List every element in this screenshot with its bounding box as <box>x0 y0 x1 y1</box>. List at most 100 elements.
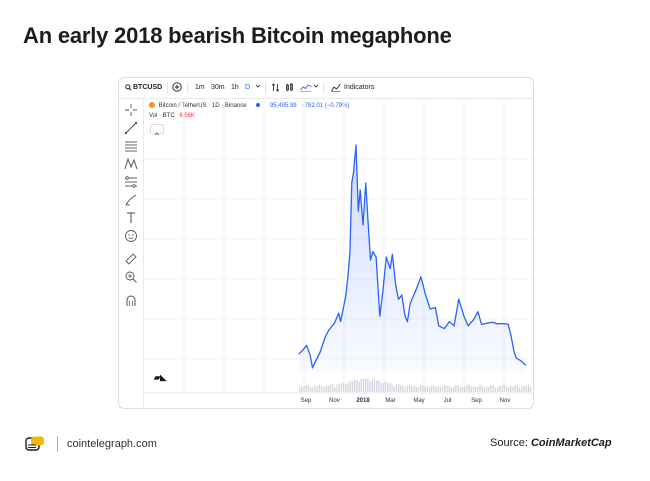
volume-bar <box>349 380 351 392</box>
data-point <box>513 350 515 352</box>
volume-value: 6.56K <box>179 113 196 119</box>
volume-bar <box>450 387 453 392</box>
magnet-icon[interactable] <box>124 294 138 308</box>
volume-bar <box>508 387 510 392</box>
volume-bar <box>358 381 360 392</box>
volume-bar <box>415 387 417 392</box>
legend-title-row: Bitcoin / TetherUS · 1D · Binance 95,495… <box>149 102 349 109</box>
volume-bar <box>514 384 516 392</box>
volume-bar <box>347 383 349 392</box>
data-point <box>355 144 357 146</box>
indicators-icon[interactable] <box>331 83 341 94</box>
symbol-label[interactable]: BTCUSD <box>133 84 163 91</box>
volume-bar <box>486 386 488 392</box>
data-point <box>298 353 300 355</box>
ruler-icon[interactable] <box>124 252 138 266</box>
interval-1m[interactable]: 1m <box>195 84 205 91</box>
interval-30m[interactable]: 30m <box>211 84 225 91</box>
text-tool-icon[interactable] <box>124 211 138 225</box>
x-tick-label: Sep <box>471 398 482 404</box>
volume-bar <box>318 384 321 392</box>
volume-bar <box>312 387 314 392</box>
collapse-legend-button[interactable] <box>150 124 164 136</box>
volume-bar <box>477 386 479 392</box>
sort-arrows-icon[interactable] <box>271 83 280 94</box>
data-point <box>504 323 506 325</box>
volume-bar <box>466 385 468 392</box>
zoom-in-icon[interactable] <box>124 270 138 284</box>
data-point <box>319 351 321 353</box>
x-tick-label: 2018 <box>356 398 370 404</box>
indicators-button[interactable]: Indicators <box>344 84 375 91</box>
data-point <box>333 322 336 324</box>
volume-bar <box>512 386 514 392</box>
volume-bar <box>455 384 457 392</box>
interval-d[interactable]: D <box>245 84 251 91</box>
volume-bar <box>479 384 481 392</box>
volume-bar <box>406 386 409 392</box>
volume-bar <box>519 388 521 392</box>
volume-bar <box>499 386 501 392</box>
x-tick-label: Nov <box>329 398 340 404</box>
data-point <box>347 274 349 276</box>
volume-bar <box>299 387 301 392</box>
pattern-icon[interactable] <box>124 157 138 171</box>
volume-bar <box>505 386 508 392</box>
horizontal-lines-icon[interactable] <box>124 139 138 153</box>
data-point <box>401 294 403 296</box>
volume-bar <box>389 383 391 392</box>
volume-bar <box>472 386 475 392</box>
data-point <box>472 319 474 321</box>
volume-bar <box>422 385 424 392</box>
volume-bar <box>503 384 505 392</box>
chevron-down-icon[interactable] <box>255 83 261 91</box>
area-chart-type-icon[interactable] <box>300 83 312 94</box>
data-point <box>385 256 387 258</box>
volume-bar <box>527 384 530 392</box>
data-point <box>362 224 364 226</box>
data-point <box>453 325 455 327</box>
volume-bar <box>340 383 343 392</box>
emoji-icon[interactable] <box>124 229 138 243</box>
volume-bar <box>497 387 499 392</box>
data-point <box>409 302 411 304</box>
volume-bar <box>409 384 411 392</box>
volume-bar <box>365 378 367 392</box>
site-name: cointelegraph.com <box>67 438 157 450</box>
volume-bar <box>428 387 431 392</box>
data-point <box>311 367 314 369</box>
data-point <box>487 322 489 324</box>
volume-bar <box>310 387 312 392</box>
volume-bar <box>483 387 486 392</box>
volume-bar <box>431 385 433 392</box>
crosshair-icon[interactable] <box>124 103 138 117</box>
data-point <box>353 171 355 173</box>
data-point <box>340 321 342 323</box>
volume-bar <box>376 380 378 392</box>
compare-add-icon[interactable] <box>172 82 182 94</box>
volume-bar <box>470 386 472 392</box>
chevron-down-icon[interactable] <box>313 83 319 91</box>
volume-bar <box>501 385 503 392</box>
volume-bar <box>437 386 439 392</box>
volume-bar <box>442 386 444 392</box>
volume-bar <box>387 382 389 392</box>
projection-icon[interactable] <box>124 175 138 189</box>
data-point <box>415 288 417 290</box>
volume-bar <box>303 386 305 392</box>
volume-bar <box>384 381 387 392</box>
interval-1h[interactable]: 1h <box>231 84 239 91</box>
footer-divider <box>57 436 58 452</box>
x-tick-label: Jul <box>444 398 452 404</box>
volume-bar <box>424 386 426 392</box>
toolbar-divider <box>187 82 188 94</box>
brush-icon[interactable] <box>124 193 138 207</box>
data-point <box>389 267 391 269</box>
volume-bar <box>488 386 490 392</box>
volume-legend-row: Vol · BTC 6.56K <box>149 113 195 119</box>
price-chart[interactable]: Sep Nov 2018 Mar May Jul Sep Nov ▰◣ <box>144 99 533 408</box>
trend-line-icon[interactable] <box>124 121 138 135</box>
data-point <box>359 189 361 191</box>
candles-icon[interactable] <box>285 83 294 94</box>
symbol-search-icon[interactable] <box>125 84 132 93</box>
